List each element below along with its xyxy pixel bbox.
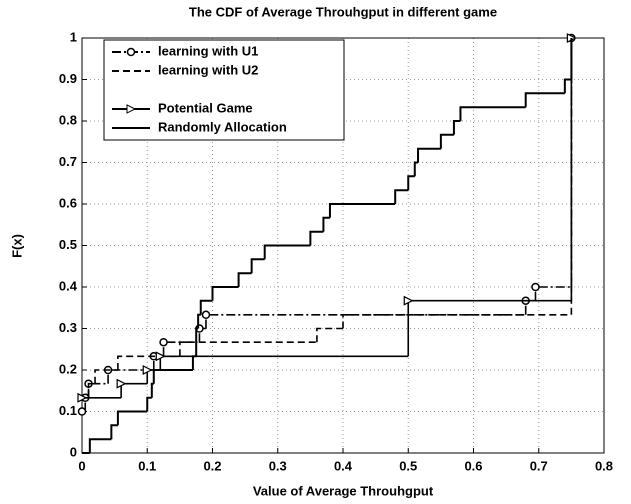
- step-segment: [195, 327, 199, 357]
- step-segment: [110, 424, 118, 440]
- step-segment: [116, 410, 148, 426]
- step-segment: [191, 355, 197, 370]
- y-tick-label: 0.2: [59, 361, 77, 376]
- step-segment: [322, 216, 330, 232]
- step-segment: [146, 396, 152, 412]
- step-segment: [439, 133, 454, 149]
- step-segment: [88, 438, 112, 453]
- step-segment: [179, 341, 317, 357]
- step-segment: [413, 161, 419, 177]
- step-segment: [563, 78, 572, 94]
- legend-marker: [126, 104, 137, 114]
- step-segment: [534, 286, 572, 301]
- marker: [77, 392, 88, 403]
- step-segment: [87, 382, 96, 398]
- step-segment: [94, 369, 118, 384]
- step-segment: [150, 382, 154, 398]
- step-segment: [211, 286, 239, 301]
- step-segment: [117, 355, 180, 370]
- step-segment: [316, 327, 343, 343]
- step-segment: [328, 203, 396, 218]
- step-segment: [199, 299, 213, 315]
- x-axis-label: Value of Average Throuhgput: [253, 483, 434, 498]
- step-segment: [120, 382, 148, 398]
- y-tick-label: 0.8: [59, 112, 77, 127]
- y-tick-label: 0.3: [59, 320, 77, 335]
- legend-label: Randomly Allocation: [158, 119, 287, 134]
- x-tick-label: 0.1: [138, 458, 156, 473]
- x-tick-label: 0.8: [595, 458, 613, 473]
- y-tick-label: 0.4: [59, 278, 78, 293]
- y-tick-label: 0.6: [59, 195, 77, 210]
- chart-title: The CDF of Average Throuhgput in differe…: [189, 4, 497, 19]
- step-segment: [205, 314, 526, 329]
- legend-label: Potential Game: [158, 100, 253, 115]
- x-tick-label: 0.2: [203, 458, 221, 473]
- step-segment: [263, 244, 311, 260]
- step-segment: [162, 341, 200, 357]
- step-segment: [309, 230, 324, 246]
- x-tick-label: 0.7: [530, 458, 548, 473]
- step-segment: [459, 106, 526, 121]
- legend-box: [103, 39, 345, 141]
- x-tick-label: 0.4: [334, 458, 353, 473]
- marker: [403, 295, 414, 306]
- x-tick-label: 0.3: [269, 458, 287, 473]
- y-tick-label: 1: [70, 29, 77, 44]
- y-tick-label: 0.9: [59, 71, 77, 86]
- step-segment: [452, 120, 461, 135]
- y-tick-label: 0: [70, 444, 77, 459]
- marker: [531, 282, 540, 292]
- step-segment: [237, 272, 252, 287]
- marker: [116, 378, 127, 389]
- x-tick-label: 0: [78, 458, 85, 473]
- step-segment: [417, 147, 441, 163]
- x-tick-label: 0.6: [464, 458, 482, 473]
- x-tick-label: 0.5: [399, 458, 417, 473]
- step-segment: [407, 175, 415, 191]
- step-segment: [342, 314, 572, 329]
- legend-label: learning with U2: [158, 62, 258, 77]
- step-segment: [159, 355, 409, 370]
- step-segment: [524, 92, 565, 108]
- step-segment: [152, 369, 193, 384]
- marker: [201, 310, 211, 320]
- marker: [77, 407, 87, 416]
- legend-marker: [126, 47, 136, 57]
- step-segment: [394, 189, 409, 204]
- marker: [142, 365, 153, 375]
- marker: [155, 351, 166, 362]
- marker: [159, 337, 168, 347]
- y-axis-label: F(x): [9, 234, 24, 258]
- y-tick-label: 0.5: [59, 237, 77, 252]
- y-tick-label: 0.7: [59, 154, 77, 169]
- step-segment: [250, 258, 265, 274]
- plot-frame: [81, 37, 605, 454]
- y-tick-label: 0.1: [59, 403, 77, 418]
- legend-label: learning with U1: [158, 43, 258, 58]
